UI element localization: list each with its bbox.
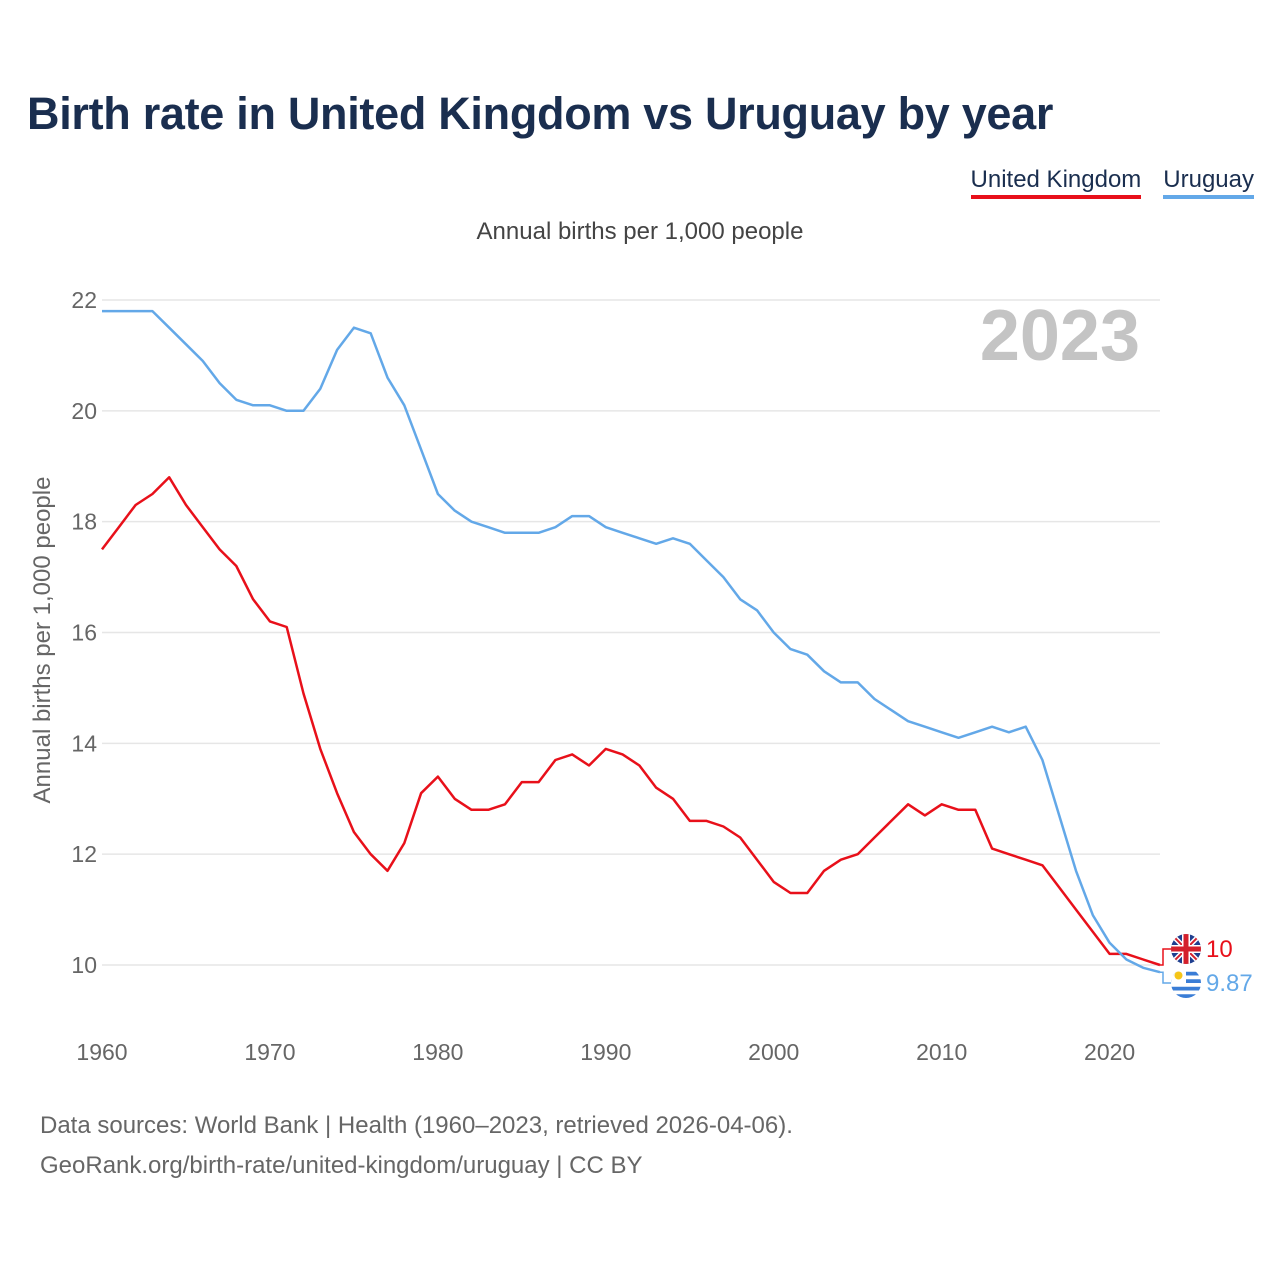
legend-item-united-kingdom[interactable]: United Kingdom <box>970 166 1142 199</box>
y-tick-label: 16 <box>71 620 97 646</box>
footer-source: Data sources: World Bank | Health (1960–… <box>40 1112 793 1139</box>
legend: United Kingdom Uruguay <box>970 166 1254 199</box>
uy-end-connector <box>1160 971 1172 984</box>
footer-link: GeoRank.org/birth-rate/united-kingdom/ur… <box>40 1152 643 1179</box>
x-tick-label: 1970 <box>244 1039 295 1065</box>
series-line-united-kingdom[interactable] <box>101 476 1161 967</box>
legend-item-uruguay[interactable]: Uruguay <box>1163 166 1254 199</box>
x-tick-label: 2020 <box>1084 1039 1135 1065</box>
x-tick-label: 2010 <box>916 1039 967 1065</box>
uk-end-connector <box>1160 948 1172 966</box>
uk-end-value-label: 10 <box>1206 936 1233 963</box>
y-tick-label: 14 <box>71 730 97 756</box>
series-line-uruguay[interactable] <box>102 309 1161 974</box>
grid-layer <box>102 299 1160 966</box>
footer: Data sources: World Bank | Health (1960–… <box>40 1106 793 1186</box>
x-tick-label: 2000 <box>748 1039 799 1065</box>
end-label-layer: 109.87 <box>1160 934 1253 998</box>
uy-end-value-label: 9.87 <box>1206 970 1253 997</box>
x-tick-label: 1980 <box>412 1039 463 1065</box>
x-tick-label: 1990 <box>580 1039 631 1065</box>
x-tick-label: 1960 <box>76 1039 127 1065</box>
uruguay-flag-icon <box>1171 968 1201 998</box>
y-tick-label: 18 <box>71 509 97 535</box>
axis-layer: 10 12 14 16 18 20 22 1960 1970 1980 1990 2000 2010 20… <box>71 287 1135 1065</box>
y-tick-label: 10 <box>71 952 97 978</box>
y-axis-label: Annual births per 1,000 people <box>29 477 56 804</box>
y-tick-label: 20 <box>71 398 97 424</box>
uk-flag-icon <box>1171 934 1201 964</box>
y-tick-label: 22 <box>71 287 97 313</box>
year-watermark: 2023 <box>980 296 1140 376</box>
chart-title: Birth rate in United Kingdom vs Uruguay … <box>27 88 1054 139</box>
chart-subtitle: Annual births per 1,000 people <box>476 218 804 245</box>
y-tick-label: 12 <box>71 841 97 867</box>
series-layer <box>101 309 1161 974</box>
